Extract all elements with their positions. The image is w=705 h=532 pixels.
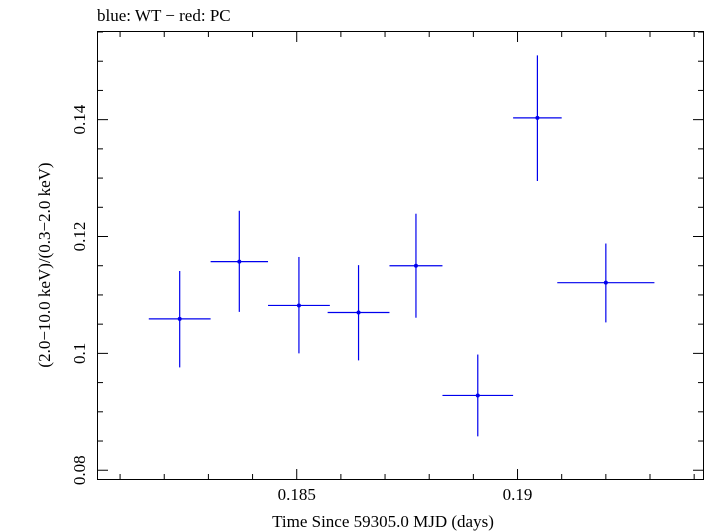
data-series	[148, 55, 655, 437]
data-point	[557, 243, 655, 323]
point-marker	[535, 115, 540, 120]
data-point	[268, 256, 330, 354]
data-point	[148, 270, 211, 368]
data-point	[210, 210, 269, 312]
x-tick-label: 0.185	[278, 485, 316, 504]
data-point	[442, 354, 514, 437]
y-tick-label: 0.08	[70, 455, 89, 485]
y-axis-label: (2.0−10.0 keV)/(0.3−2.0 keV)	[35, 162, 54, 367]
point-marker	[237, 259, 242, 264]
data-point	[513, 55, 562, 181]
x-axis-label: Time Since 59305.0 MJD (days)	[272, 512, 494, 531]
point-marker	[296, 303, 301, 308]
tick-labels: 0.185 0.19 0.08 0.1 0.12 0.14	[70, 104, 532, 504]
y-tick-label: 0.1	[70, 343, 89, 364]
x-tick-label: 0.19	[503, 485, 533, 504]
chart-title: blue: WT − red: PC	[97, 6, 231, 25]
y-tick-label: 0.12	[70, 222, 89, 252]
point-marker	[413, 263, 418, 268]
point-marker	[603, 280, 608, 285]
axis-ticks	[98, 31, 703, 479]
point-marker	[356, 310, 361, 315]
data-point	[327, 265, 390, 361]
y-tick-label: 0.14	[70, 104, 89, 134]
point-marker	[475, 393, 480, 398]
point-marker	[177, 316, 182, 321]
data-point	[389, 213, 443, 318]
plot-frame	[97, 31, 704, 480]
